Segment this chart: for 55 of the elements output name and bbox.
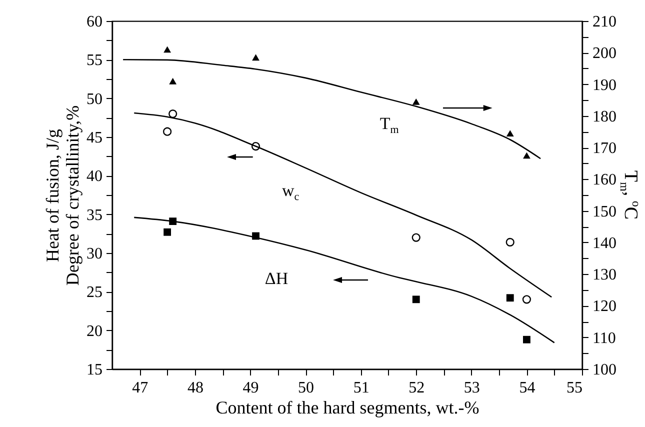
point: [506, 238, 514, 246]
point: [412, 233, 420, 242]
y2-tick-label: 210: [592, 14, 616, 30]
x-tick-label: 54: [519, 380, 536, 396]
x-tick-label: 53: [464, 380, 480, 396]
y-tick-label: 60: [86, 14, 102, 30]
y-tick-label: 30: [86, 246, 102, 262]
point: [162, 127, 172, 136]
y-tick-label: 20: [86, 322, 102, 340]
y2-tick-label: 160: [592, 172, 616, 189]
x-tick-label: 47: [132, 380, 148, 396]
point: [164, 46, 171, 53]
point: [523, 152, 530, 159]
y-tick-label: 45: [86, 130, 102, 146]
point: [506, 294, 514, 302]
x-tick-label: 50: [298, 380, 314, 396]
annotation: ΔH: [264, 268, 288, 289]
y2-tick-label: 120: [592, 298, 616, 316]
y2-tick-label: 200: [592, 45, 616, 62]
x-axis-title: Content of the hard segments, wt.-%: [216, 398, 480, 418]
point: [252, 54, 260, 61]
y-tick-label: 55: [86, 52, 102, 70]
y2-tick-label: 180: [592, 108, 616, 126]
x-tick-label: 52: [408, 380, 425, 396]
x-tick-label: 48: [187, 380, 204, 396]
y-tick-label: 40: [86, 168, 102, 186]
y2-tick-label: 100: [592, 362, 616, 378]
line-series: [133, 216, 556, 344]
x-tick-label: 49: [242, 380, 259, 396]
y-tick-label: 25: [86, 284, 102, 302]
x-tick-label: 51: [353, 380, 370, 396]
y-tick-label: 50: [86, 90, 102, 108]
point: [412, 98, 420, 105]
annotation: T$_{m}$: [380, 114, 399, 137]
point: [169, 78, 177, 84]
y2-tick-label: 130: [592, 266, 616, 284]
y2-tick-label: 170: [592, 140, 616, 158]
y-tick-label: 35: [86, 206, 102, 224]
y-axis-title: Heat of fusion, J/g Degree of crystallinity,%: [42, 105, 82, 286]
point: [412, 296, 420, 304]
point: [168, 110, 178, 118]
point: [251, 142, 260, 151]
y2-tick-label: 110: [592, 330, 616, 347]
annotation: w$_{c}$: [282, 180, 300, 203]
line-series: [133, 112, 552, 298]
point: [523, 336, 530, 344]
y-tick-label: 15: [86, 362, 102, 378]
y2-tick-label: 190: [592, 76, 616, 94]
y2-tick-label: 140: [592, 234, 616, 252]
x-tick-label: 55: [566, 380, 582, 396]
line-series: [122, 58, 542, 160]
point: [506, 130, 514, 137]
y2-tick-label: 150: [592, 203, 616, 220]
point: [164, 228, 171, 236]
point: [522, 295, 532, 304]
